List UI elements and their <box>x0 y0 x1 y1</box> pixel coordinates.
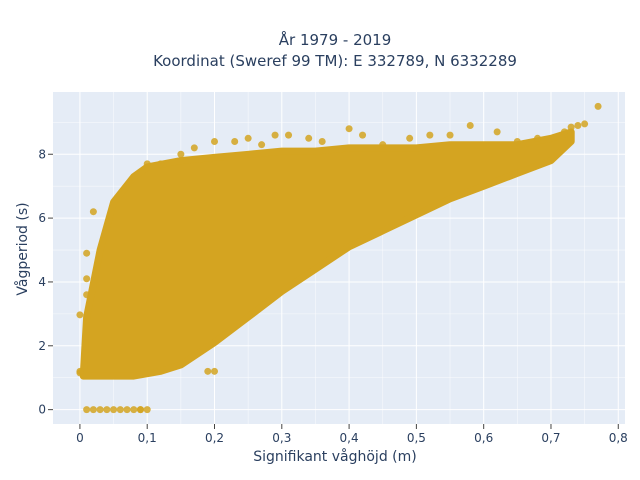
data-point <box>83 291 91 299</box>
data-point <box>83 275 91 283</box>
axis-ticks: 0 0,1 0,2 0,3 0,4 0,5 0,6 0,7 0,8 0 2 4 6 8 <box>38 147 627 445</box>
data-point <box>305 134 313 142</box>
x-tick-label: 0,4 <box>340 431 359 445</box>
x-tick-label: 0,7 <box>541 431 560 445</box>
data-point <box>426 131 434 139</box>
data-point <box>157 160 165 168</box>
data-point <box>143 406 151 414</box>
data-point <box>76 369 84 377</box>
data-point <box>123 406 131 414</box>
y-tick-label: 4 <box>38 275 46 289</box>
data-point <box>271 131 279 139</box>
x-tick-label: 0,5 <box>407 431 426 445</box>
x-tick-label: 0,6 <box>474 431 493 445</box>
data-point <box>190 144 198 152</box>
x-tick-label: 0,2 <box>205 431 224 445</box>
data-point <box>143 160 151 168</box>
data-point <box>211 367 219 375</box>
y-tick-label: 8 <box>38 147 46 161</box>
data-point <box>258 141 266 149</box>
data-point <box>594 102 602 110</box>
data-point <box>231 137 239 145</box>
chart-title-line-1: År 1979 - 2019 <box>279 30 392 49</box>
data-point <box>574 122 582 130</box>
y-tick-label: 6 <box>38 211 46 225</box>
data-point <box>285 131 293 139</box>
data-point <box>560 128 568 136</box>
data-point <box>89 208 97 216</box>
data-point <box>76 311 84 319</box>
x-tick-label: 0 <box>76 431 84 445</box>
y-tick-label: 2 <box>38 339 46 353</box>
x-axis-title: Signifikant våghöjd (m) <box>253 448 416 465</box>
data-point <box>136 406 144 414</box>
x-tick-label: 0,3 <box>272 431 291 445</box>
data-point <box>211 137 219 145</box>
data-point <box>130 406 138 414</box>
x-tick-label: 0,1 <box>138 431 157 445</box>
data-point <box>318 137 326 145</box>
data-point <box>513 137 521 145</box>
data-point <box>177 150 185 158</box>
data-point <box>534 134 542 142</box>
data-point <box>581 120 589 128</box>
y-tick-label: 0 <box>38 403 46 417</box>
data-point <box>83 406 91 414</box>
data-point <box>204 367 212 375</box>
data-point <box>406 134 414 142</box>
data-point <box>567 123 575 131</box>
data-point <box>96 406 104 414</box>
x-tick-label: 0,8 <box>609 431 628 445</box>
data-points <box>76 102 602 414</box>
data-point <box>379 141 387 149</box>
data-point <box>83 249 91 257</box>
data-point <box>359 131 367 139</box>
data-point <box>345 125 353 133</box>
data-point <box>110 406 118 414</box>
data-point <box>116 406 124 414</box>
data-point <box>89 406 97 414</box>
data-point <box>244 134 252 142</box>
dense-point-cloud <box>79 128 575 380</box>
chart-title-line-2: Koordinat (Sweref 99 TM): E 332789, N 63… <box>153 52 517 70</box>
data-point <box>466 122 474 130</box>
data-point <box>103 406 111 414</box>
y-axis-title: Vågperiod (s) <box>14 202 31 295</box>
data-point <box>493 128 501 136</box>
data-point <box>446 131 454 139</box>
